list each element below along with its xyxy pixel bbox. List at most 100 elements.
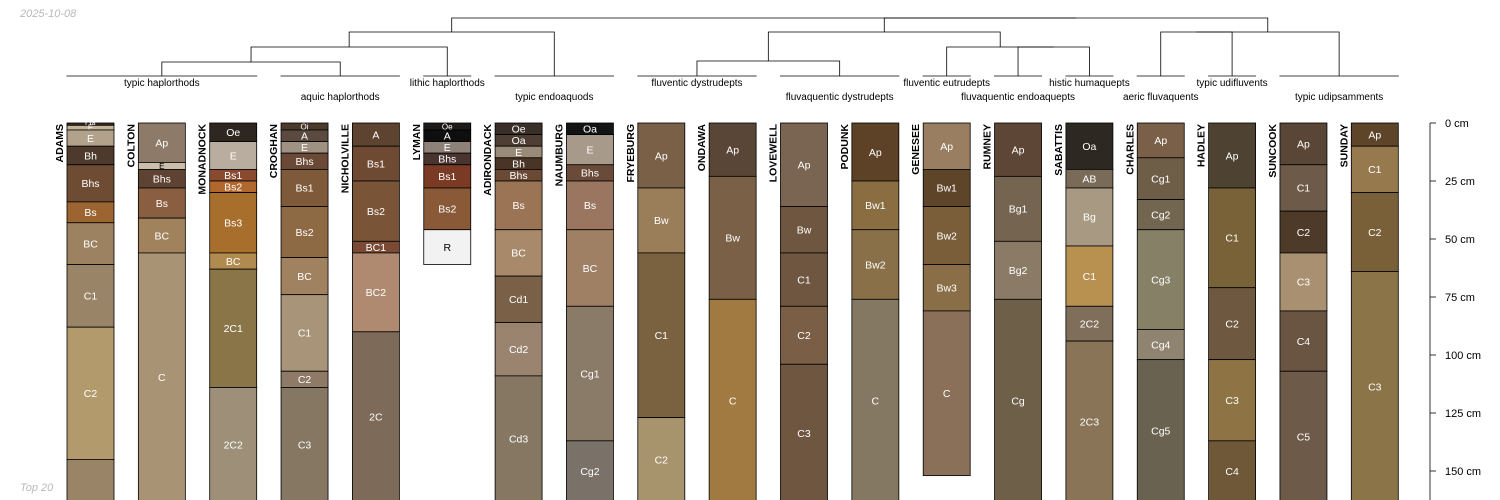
horizon-label: Bs2	[224, 182, 242, 194]
horizon-label: E	[586, 144, 593, 156]
horizon-label: Cg	[1011, 395, 1025, 407]
dendrogram-link	[451, 17, 1077, 32]
horizon-label: Bs1	[367, 158, 385, 170]
horizon-label: Bhs	[438, 154, 456, 166]
horizon-label: Ap	[1368, 129, 1381, 141]
horizon-rect	[780, 252, 828, 307]
horizon-label: C3	[797, 428, 811, 440]
horizon-label: Bhs	[581, 168, 599, 180]
horizon-label: Oa	[1082, 141, 1096, 153]
profile-name-label: NICHOLVILLE	[339, 124, 351, 193]
date-label: 2025-10-08	[20, 8, 77, 20]
profile-name-label: RUMNEY	[982, 124, 994, 170]
profile-name-label: CHARLES	[1124, 124, 1136, 175]
horizon-label: C1	[84, 291, 98, 303]
horizon-rect	[209, 192, 258, 254]
profile-name-label: LOVEWELL	[768, 123, 780, 182]
horizon-label: Ap	[1226, 150, 1239, 162]
horizon-label: Ap	[155, 138, 168, 150]
horizon-rect	[66, 264, 115, 328]
horizon-label: Bw	[725, 233, 740, 245]
horizon-rect	[494, 180, 543, 231]
profile-name-label: COLTON	[125, 124, 137, 167]
horizon-rect	[209, 387, 258, 500]
horizon-rect	[637, 122, 686, 189]
horizon-label: C3	[1368, 382, 1382, 394]
horizon-label: Cg2	[1151, 209, 1170, 221]
horizon-rect	[780, 206, 828, 254]
horizon-label: C5	[1297, 431, 1311, 443]
horizon-label: BC1	[366, 242, 387, 254]
group-label: aquic haplorthods	[301, 92, 380, 103]
horizon-label: 2C2	[1080, 318, 1099, 330]
horizon-rect	[780, 122, 828, 207]
horizon-label: Bs2	[438, 204, 456, 216]
group-label: histic humaquepts	[1049, 78, 1130, 89]
horizon-label: Bw	[654, 215, 669, 227]
horizon-label: Oa	[85, 120, 96, 129]
horizon-rect	[566, 229, 614, 307]
horizon-label: AB	[1082, 173, 1096, 185]
profile-name-label: CROGHAN	[268, 124, 280, 178]
horizon-rect	[351, 252, 400, 333]
horizon-label: Oe	[442, 122, 453, 131]
horizon-label: C1	[1297, 183, 1311, 195]
horizon-label: 2C2	[224, 440, 243, 452]
horizon-label: E	[301, 142, 308, 154]
horizon-rect	[851, 229, 900, 300]
profile-sunday: Ap C1 C2 C3 SUNDAY	[1338, 122, 1399, 500]
dendrogram-link	[883, 17, 1269, 32]
horizon-label: Bs	[84, 207, 96, 219]
profile-lovewell: Ap Bw C1 C2 C3 LOVEWELL	[768, 122, 828, 500]
horizon-rect	[922, 122, 971, 170]
axis-tick-label: 0 cm	[1445, 118, 1469, 130]
horizon-rect	[280, 387, 329, 500]
horizon-label: BC	[297, 271, 312, 283]
horizon-label: Bs2	[296, 227, 314, 239]
profile-name-label: SABATTIS	[1053, 124, 1065, 176]
horizon-label: E	[88, 124, 93, 133]
horizon-rect	[1136, 122, 1185, 159]
profile-rumney: Ap Bg1 Bg2 Cg RUMNEY	[982, 122, 1042, 500]
profile-ondawa: Ap Bw C ONDAWA	[696, 122, 757, 500]
horizon-rect	[922, 264, 971, 312]
horizon-label: Cd3	[509, 434, 528, 446]
horizon-rect	[1136, 157, 1185, 200]
horizon-label: Ap	[1012, 144, 1025, 156]
horizon-label: Bg	[1083, 212, 1096, 224]
horizon-rect	[137, 122, 186, 163]
horizon-label: C	[158, 372, 166, 384]
horizon-rect	[994, 122, 1042, 177]
horizon-label: Bw1	[865, 200, 886, 212]
horizon-label: Cg1	[580, 368, 599, 380]
horizon-rect	[66, 458, 115, 500]
horizon-label: Bhs	[296, 156, 314, 168]
horizon-label: Ap	[1154, 135, 1167, 147]
axis-tick-label: 50 cm	[1445, 234, 1475, 246]
horizon-rect	[1065, 305, 1114, 342]
group-label: fluventic eutrudepts	[903, 78, 990, 89]
horizon-label: A	[444, 131, 451, 143]
horizon-label: C2	[1297, 227, 1311, 239]
profile-name-label: GENESEE	[910, 124, 922, 175]
horizon-label: C2	[1368, 227, 1382, 239]
horizon-label: Bs	[156, 198, 168, 210]
horizon-label: Cg1	[1151, 173, 1170, 185]
group-label: typic haplorthods	[124, 78, 200, 89]
dendrogram-link	[696, 60, 841, 76]
horizon-rect	[851, 122, 900, 182]
horizon-rect	[994, 175, 1042, 242]
horizon-label: Bw2	[936, 230, 957, 242]
horizon-rect	[66, 164, 115, 203]
horizon-rect	[1350, 192, 1399, 272]
horizon-label: C	[943, 388, 951, 400]
horizon-label: C4	[1297, 336, 1311, 348]
horizon-rect	[1279, 252, 1328, 312]
dendrogram-link	[767, 31, 1001, 61]
horizon-label: Ap	[869, 147, 882, 159]
horizon-rect	[851, 298, 900, 500]
horizon-rect	[66, 222, 115, 265]
